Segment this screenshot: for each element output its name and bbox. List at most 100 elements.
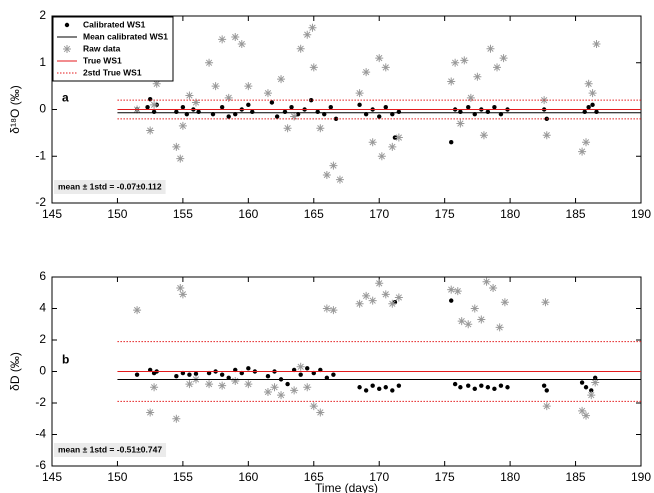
raw-point xyxy=(237,40,246,49)
raw-point xyxy=(290,386,299,395)
raw-point xyxy=(375,279,384,288)
raw-point xyxy=(309,402,318,411)
raw-point xyxy=(152,79,161,88)
calibrated-point xyxy=(250,109,255,115)
x-tick-label: 190 xyxy=(631,207,651,221)
calibrated-point xyxy=(308,97,314,103)
raw-point xyxy=(335,175,344,184)
raw-point xyxy=(381,63,390,72)
raw-point xyxy=(541,298,550,307)
y-tick-label: -4 xyxy=(35,427,46,441)
raw-point xyxy=(447,77,456,86)
calibrated-point xyxy=(449,140,454,145)
calibrated-point xyxy=(377,114,382,119)
raw-point xyxy=(381,290,390,299)
calibrated-point xyxy=(592,375,598,380)
y-tick-label: 2 xyxy=(39,8,46,22)
raw-point xyxy=(375,54,384,63)
legend-label: 2std True WS1 xyxy=(83,67,142,77)
calibrated-point xyxy=(289,104,294,110)
calibrated-point xyxy=(589,388,594,393)
calibrated-point xyxy=(246,366,251,371)
raw-point xyxy=(224,93,233,102)
raw-point xyxy=(466,93,475,102)
raw-point xyxy=(473,72,482,81)
calibrated-point xyxy=(193,371,199,377)
panel-label: a xyxy=(62,90,69,104)
calibrated-point xyxy=(282,109,288,115)
calibrated-point xyxy=(383,104,388,110)
legend-label: True WS1 xyxy=(83,55,122,65)
calibrated-point xyxy=(458,109,463,115)
panel-label: b xyxy=(62,352,69,366)
calibrated-point xyxy=(582,109,587,115)
y-tick-label: 0 xyxy=(39,364,46,378)
raw-point xyxy=(303,383,312,392)
raw-point xyxy=(146,408,155,417)
raw-point xyxy=(231,33,240,42)
calibrated-point xyxy=(544,388,549,393)
calibrated-point xyxy=(505,385,510,390)
raw-point xyxy=(362,68,371,77)
raw-point xyxy=(355,299,364,308)
calibrated-point xyxy=(357,102,362,108)
raw-point xyxy=(456,119,465,128)
raw-point xyxy=(542,131,551,140)
raw-point xyxy=(150,100,159,109)
calibrated-point xyxy=(370,383,375,388)
raw-point xyxy=(218,381,227,390)
y-axis-label: δ¹⁸O (‰) xyxy=(8,85,22,133)
calibrated-point xyxy=(219,104,225,110)
raw-point xyxy=(377,152,386,161)
raw-point xyxy=(308,23,317,32)
raw-point xyxy=(176,284,185,293)
calibrated-point xyxy=(479,383,484,388)
calibrated-point xyxy=(485,109,491,115)
calibrated-point xyxy=(541,383,547,388)
x-tick-label: 150 xyxy=(107,207,127,221)
raw-point xyxy=(218,35,227,44)
legend-label: Mean calibrated WS1 xyxy=(83,31,168,41)
x-tick-label: 155 xyxy=(173,470,193,484)
calibrated-point xyxy=(285,381,290,387)
calibrated-point xyxy=(579,380,585,385)
calibrated-point xyxy=(265,374,271,379)
raw-point xyxy=(499,54,508,63)
x-tick-label: 180 xyxy=(500,207,520,221)
raw-point xyxy=(482,277,491,286)
raw-point xyxy=(178,290,187,299)
raw-point xyxy=(368,138,377,147)
raw-point xyxy=(394,133,403,142)
y-tick-label: -2 xyxy=(35,395,46,409)
legend-symbol xyxy=(64,22,70,28)
x-tick-label: 165 xyxy=(304,470,324,484)
calibrated-point xyxy=(226,114,231,119)
legend-label: Calibrated WS1 xyxy=(83,19,146,29)
y-tick-label: 2 xyxy=(39,332,46,346)
raw-point xyxy=(588,89,597,98)
calibrated-point xyxy=(219,372,225,377)
raw-point xyxy=(150,383,159,392)
raw-point xyxy=(457,317,466,326)
raw-point xyxy=(176,154,185,163)
raw-point xyxy=(316,408,325,417)
calibrated-point xyxy=(196,109,201,115)
raw-point xyxy=(296,44,305,53)
calibrated-point xyxy=(147,97,153,102)
x-tick-label: 175 xyxy=(435,470,455,484)
calibrated-point xyxy=(305,366,310,371)
x-tick-label: 165 xyxy=(304,207,324,221)
y-axis-label: δD (‰) xyxy=(8,352,22,391)
calibrated-point xyxy=(492,104,497,110)
calibrated-point xyxy=(590,102,595,108)
raw-point xyxy=(316,124,325,133)
legend-symbol xyxy=(63,45,71,53)
raw-point xyxy=(277,75,286,84)
x-tick-label: 180 xyxy=(500,470,520,484)
raw-point xyxy=(146,126,155,135)
x-tick-label: 160 xyxy=(238,207,258,221)
raw-point xyxy=(178,121,187,130)
raw-point xyxy=(303,30,312,39)
calibrated-point xyxy=(498,383,504,388)
